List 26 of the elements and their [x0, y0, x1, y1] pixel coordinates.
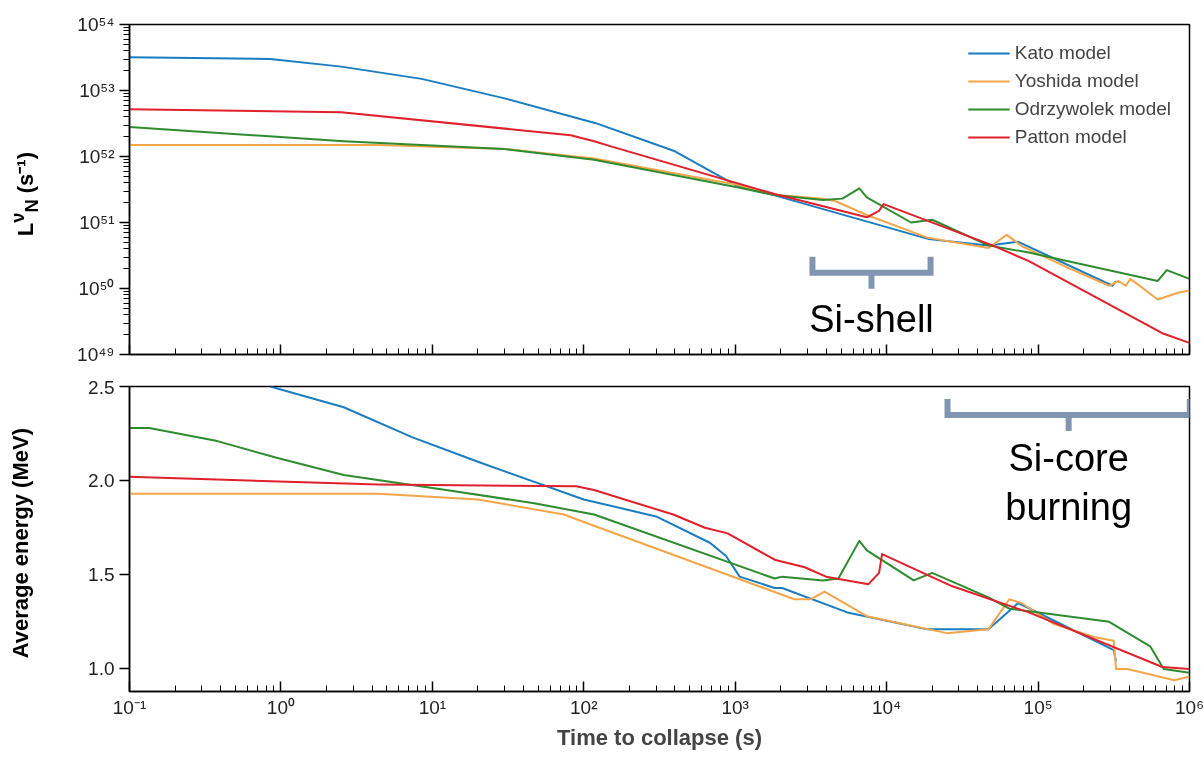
x-tick-label: 10⁴ — [871, 696, 902, 718]
y-tick-label: 10⁵⁰ — [78, 278, 115, 299]
legend-label: Patton model — [1014, 126, 1127, 148]
y-tick-label: 2.0 — [88, 470, 115, 492]
y-tick-label: 2.5 — [88, 376, 115, 398]
x-tick-label: 10² — [570, 696, 598, 718]
legend-label: Yoshida model — [1014, 70, 1139, 92]
x-tick-label: 10¹ — [418, 696, 447, 718]
y-tick-label: 1.0 — [88, 658, 115, 680]
legend-label: Kato model — [1014, 42, 1111, 64]
x-tick-label: 10³ — [721, 696, 749, 718]
x-axis-title: Time to collapse (s) — [557, 724, 762, 750]
y-tick-label: 10⁵⁴ — [77, 14, 115, 35]
x-tick-label: 10⁵ — [1023, 696, 1053, 718]
x-tick-label: 10⁻¹ — [112, 696, 147, 718]
x-tick-label: 10⁰ — [266, 696, 295, 718]
annotation: Si-shell — [809, 297, 934, 340]
annotation: Si-core burning — [1005, 437, 1133, 528]
y-tick-label: 1.5 — [88, 564, 115, 586]
legend-label: Odrzywolek model — [1014, 98, 1171, 120]
y-tick-label: 10⁵¹ — [79, 212, 115, 233]
y-tick-label: 10⁵² — [79, 146, 115, 167]
y-tick-label: 10⁵³ — [79, 80, 115, 101]
y-axis-title: Average energy (MeV) — [7, 428, 34, 659]
x-tick-label: 10⁶ — [1175, 696, 1204, 718]
y-tick-label: 10⁴⁹ — [77, 344, 115, 365]
